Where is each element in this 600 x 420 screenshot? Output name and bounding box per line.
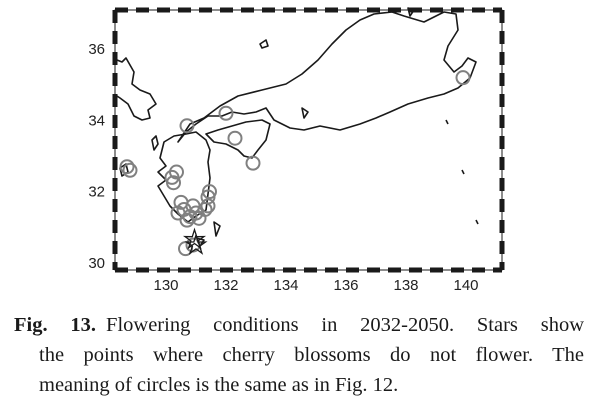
circle-marker [245, 155, 261, 171]
y-tick-label: 34 [88, 112, 105, 129]
frame-border [114, 9, 503, 271]
map-frame [112, 7, 505, 273]
circle-marker [166, 175, 181, 191]
oki-island [259, 39, 269, 49]
circle-marker [200, 198, 216, 214]
map-figure: 130 132 134 136 138 140 30 32 34 36 [88, 7, 505, 294]
x-tick-label: 132 [213, 277, 238, 294]
honshu-coast [177, 11, 477, 143]
circle-marker [218, 105, 234, 121]
star-marker [184, 232, 208, 255]
star-markers [182, 227, 208, 255]
izu-island-1 [445, 119, 449, 125]
circle-marker [169, 164, 184, 180]
caption-line-2: the points where cherry blossoms do not … [39, 344, 584, 366]
korea-peninsula-coast [116, 57, 157, 121]
y-tick-label: 30 [88, 255, 105, 272]
circle-markers [119, 70, 471, 257]
caption-line-1: Fig. 13. Flowering conditions in 2032-205… [14, 310, 584, 340]
goto-islands [119, 163, 129, 177]
x-tick-label: 138 [393, 277, 418, 294]
circle-marker [227, 130, 243, 146]
x-tick-label: 130 [153, 277, 178, 294]
circle-marker [122, 162, 138, 178]
tanegashima-island [213, 221, 221, 237]
axis-ticks: 130 132 134 136 138 140 30 32 34 36 [88, 41, 478, 294]
figure-caption: Fig. 13. Flowering conditions in 2032-205… [14, 310, 584, 400]
izu-island-3 [475, 219, 479, 225]
circle-marker [119, 159, 135, 175]
y-tick-label: 32 [88, 184, 105, 201]
circle-marker [455, 70, 471, 86]
star-marker [182, 227, 207, 250]
tsushima-island [151, 135, 159, 151]
caption-text-line-1: Flowering conditions in 2032-2050. Stars… [106, 314, 585, 336]
shikoku-coast [205, 119, 271, 159]
y-tick-label: 36 [88, 41, 105, 58]
circle-marker [202, 184, 217, 200]
x-tick-label: 140 [453, 277, 478, 294]
x-tick-label: 136 [333, 277, 358, 294]
circle-marker [185, 198, 201, 214]
x-tick-label: 134 [273, 277, 298, 294]
awaji-island [301, 107, 309, 119]
izu-island-2 [461, 169, 465, 175]
caption-figure-label: Fig. 13. [14, 314, 97, 336]
circle-marker [179, 118, 195, 134]
caption-line-3: meaning of circles is the same as in Fig… [39, 374, 399, 396]
